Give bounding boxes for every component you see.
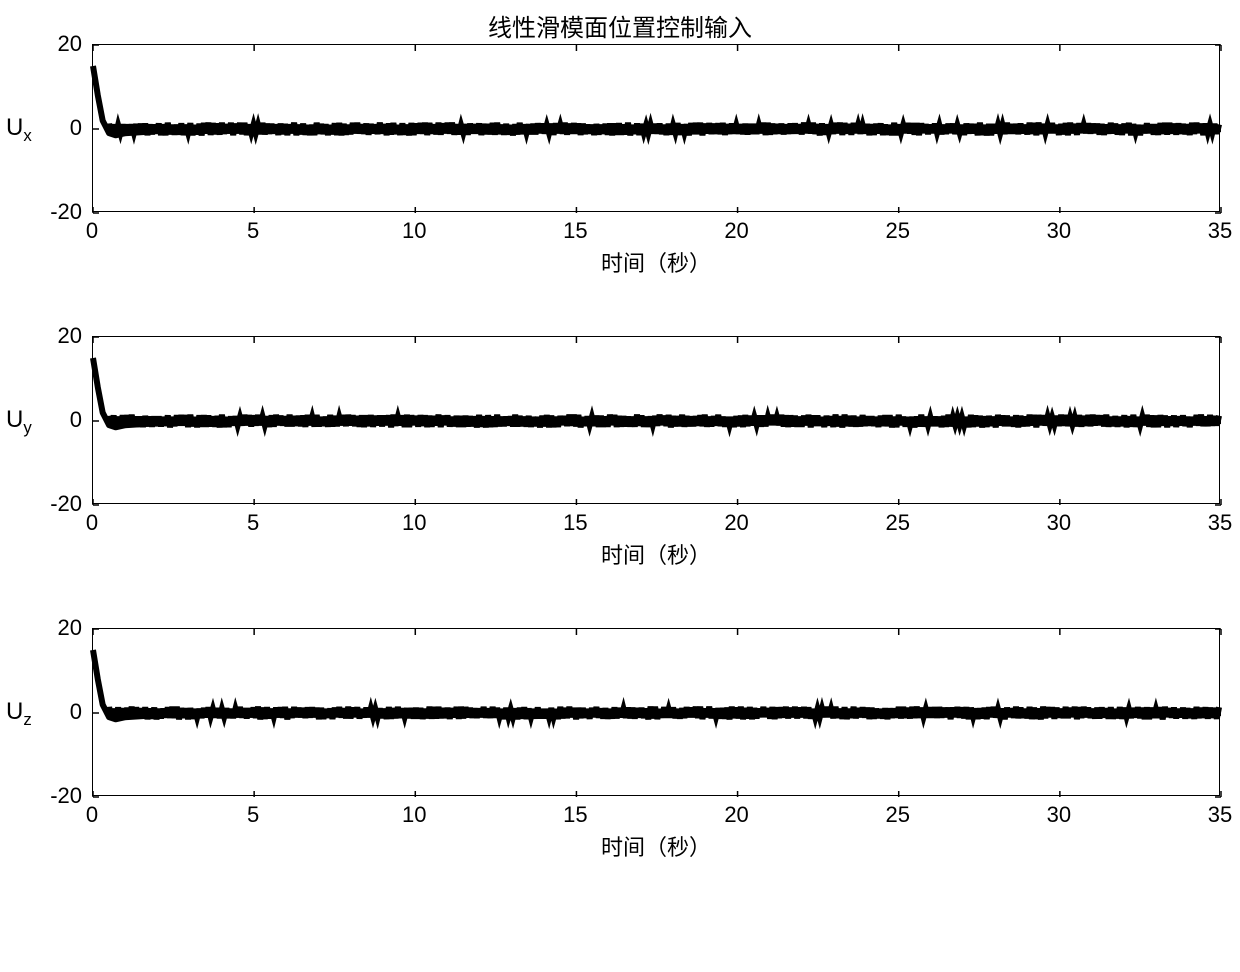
plot-area — [92, 628, 1220, 796]
figure-title: 线性滑模面位置控制输入 — [0, 8, 1240, 43]
xtick-label: 25 — [885, 218, 909, 244]
xtick-label: 15 — [563, 510, 587, 536]
subplot-0: -2002005101520253035时间（秒）Ux — [0, 44, 1240, 322]
xtick-label: 5 — [247, 802, 259, 828]
plot-area — [92, 44, 1220, 212]
xtick-label: 35 — [1208, 802, 1232, 828]
xtick-label: 0 — [86, 218, 98, 244]
xtick-label: 25 — [885, 510, 909, 536]
xlabel: 时间（秒） — [92, 246, 1220, 278]
xtick-label: 25 — [885, 802, 909, 828]
xtick-label: 20 — [724, 218, 748, 244]
xtick-label: 35 — [1208, 510, 1232, 536]
line-plot — [93, 45, 1221, 213]
xtick-label: 0 — [86, 802, 98, 828]
subplot-1: -2002005101520253035时间（秒）Uy — [0, 336, 1240, 614]
subplot-2: -2002005101520253035时间（秒）Uz — [0, 628, 1240, 906]
ytick-label: 20 — [58, 323, 82, 349]
ylabel: Ux — [6, 114, 32, 146]
xtick-label: 15 — [563, 218, 587, 244]
xtick-label: 10 — [402, 510, 426, 536]
xtick-label: 20 — [724, 802, 748, 828]
xtick-label: 20 — [724, 510, 748, 536]
ytick-label: 0 — [70, 699, 82, 725]
xtick-label: 30 — [1047, 218, 1071, 244]
xtick-label: 5 — [247, 510, 259, 536]
xlabel: 时间（秒） — [92, 830, 1220, 862]
ytick-label: -20 — [50, 491, 82, 517]
figure: 线性滑模面位置控制输入 -2002005101520253035时间（秒）Ux-… — [0, 0, 1240, 972]
xtick-label: 0 — [86, 510, 98, 536]
xtick-label: 10 — [402, 802, 426, 828]
plot-area — [92, 336, 1220, 504]
xtick-label: 35 — [1208, 218, 1232, 244]
xtick-label: 15 — [563, 802, 587, 828]
xtick-label: 5 — [247, 218, 259, 244]
ytick-label: 20 — [58, 31, 82, 57]
ylabel: Uz — [6, 698, 32, 730]
xlabel: 时间（秒） — [92, 538, 1220, 570]
ytick-label: -20 — [50, 783, 82, 809]
xtick-label: 30 — [1047, 510, 1071, 536]
ytick-label: -20 — [50, 199, 82, 225]
line-plot — [93, 337, 1221, 505]
ytick-label: 0 — [70, 407, 82, 433]
line-plot — [93, 629, 1221, 797]
xtick-label: 30 — [1047, 802, 1071, 828]
ylabel: Uy — [6, 406, 32, 438]
ytick-label: 20 — [58, 615, 82, 641]
xtick-label: 10 — [402, 218, 426, 244]
ytick-label: 0 — [70, 115, 82, 141]
